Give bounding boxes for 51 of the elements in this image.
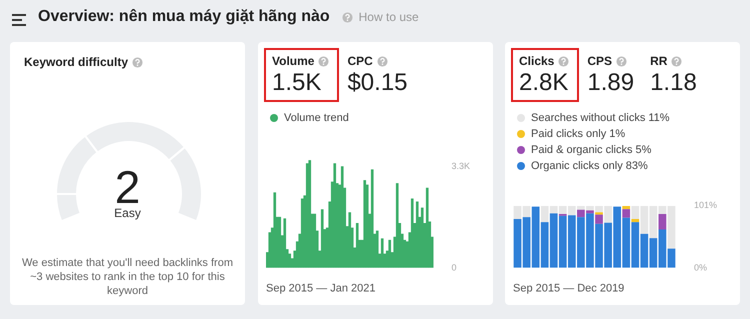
text: 1.18 [650, 68, 697, 98]
text: Keyword difficulty [24, 55, 130, 69]
bar [622, 206, 630, 210]
bar [363, 180, 366, 268]
x-axis-title: Sep 2015 — Jan 2021 [266, 282, 376, 294]
y-tick-label: 0% [694, 262, 707, 272]
bar [300, 198, 304, 268]
bar [320, 209, 324, 268]
text: Overview: nên mua máy giặt hãng nào [38, 8, 330, 26]
bar [380, 238, 384, 268]
bar [396, 183, 399, 268]
bar [356, 223, 359, 268]
bar [426, 188, 429, 268]
text: RR [650, 54, 668, 68]
bar [416, 202, 419, 268]
legend-label: Paid clicks only 1% [530, 127, 626, 142]
x-axis-title: Sep 2015 — Dec 2019 [513, 282, 624, 294]
chart-title: Volume [272, 54, 316, 68]
frame-outline: Clicks 2.8K [511, 48, 580, 102]
bar [370, 169, 374, 268]
text: Easy [113, 206, 142, 220]
y-tick-label: 3.3K [451, 161, 470, 172]
bar [308, 160, 312, 268]
frame-outline: Volume 1.5K [264, 48, 340, 102]
y-tick-label: 101% [694, 200, 718, 210]
bar [622, 209, 630, 218]
text: We estimate that you'll need backlinks from ~3 websites to rank in the top 10 for this keyword [22, 256, 233, 298]
text: CPC [347, 54, 374, 68]
legend-label: Organic clicks only 83% [530, 159, 649, 174]
bar [410, 198, 414, 268]
legend-label: Volume trend [283, 111, 349, 126]
text: How to use [358, 10, 419, 24]
bar [348, 212, 352, 268]
bar [313, 214, 316, 268]
bar [283, 218, 286, 268]
text: 1.89 [587, 68, 634, 98]
y-tick-label: 0 [451, 262, 456, 272]
text: CPS [587, 54, 614, 68]
bar [388, 240, 392, 268]
bar [376, 230, 379, 268]
bar [306, 163, 309, 268]
bar [658, 214, 666, 230]
bar [595, 212, 603, 215]
legend-label: Searches without clicks 11% [530, 111, 670, 126]
bar [273, 192, 276, 268]
bar [595, 214, 603, 224]
legend-label: Paid & organic clicks 5% [530, 143, 652, 158]
bar [278, 216, 282, 268]
bar [631, 218, 640, 222]
chart-title: Clicks [519, 54, 556, 68]
text: $0.15 [347, 68, 408, 98]
